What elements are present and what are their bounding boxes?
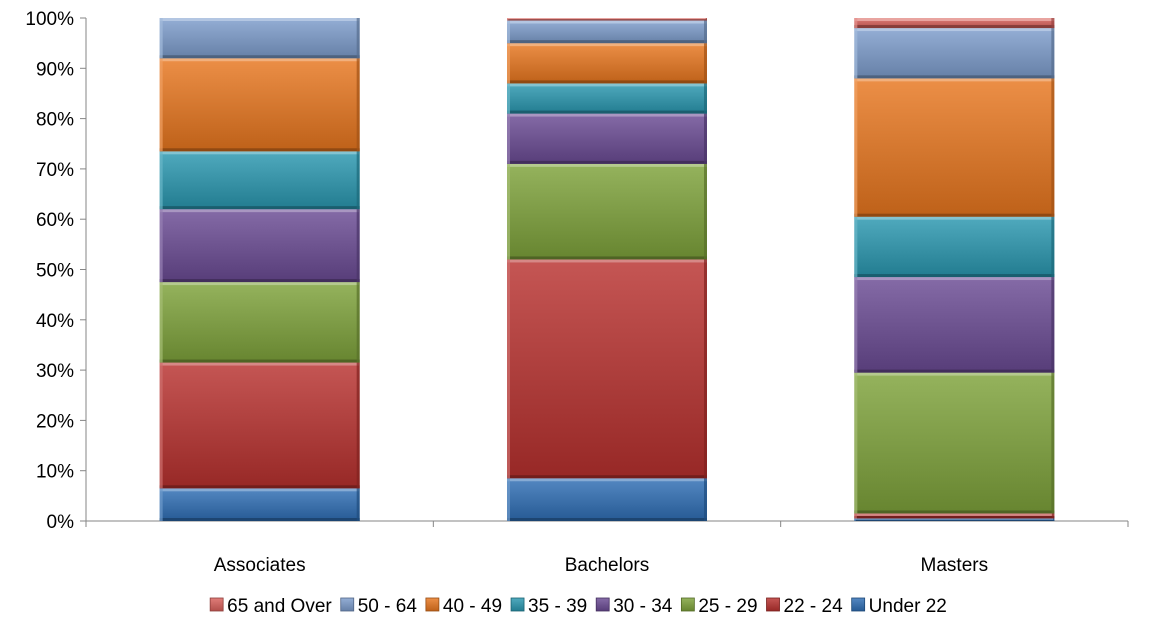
bar-segment-bachelors-25-29 — [507, 163, 707, 260]
y-tick-label: 60% — [36, 210, 74, 231]
bar-segment-associates-40-49 — [159, 58, 360, 152]
bar-segment-masters-25-29 — [854, 372, 1055, 514]
bar-segment-masters-22-24 — [854, 513, 1055, 519]
y-tick-label: 30% — [36, 361, 74, 382]
bar-segment-associates-25-29 — [159, 282, 360, 363]
legend-item-35-39: 35 - 39 — [510, 596, 587, 617]
legend-item-50-64: 50 - 64 — [340, 596, 418, 617]
y-tick-label: 70% — [36, 160, 74, 181]
bar-segment-bachelors-50-64 — [507, 20, 707, 44]
legend-swatch — [510, 597, 525, 612]
bar-segment-associates-under-22 — [159, 488, 360, 521]
legend-label: 35 - 39 — [528, 596, 587, 617]
x-tick-label-bachelors: Bachelors — [565, 555, 650, 576]
bar-segment-bachelors-22-24 — [507, 259, 707, 479]
bar-segment-masters-40-49 — [854, 78, 1055, 217]
bar-segment-associates-22-24 — [159, 362, 360, 489]
bars — [159, 18, 1055, 521]
bar-segment-bachelors-under-22 — [507, 478, 707, 521]
bar-segment-bachelors-30-34 — [507, 113, 707, 164]
bar-segment-associates-35-39 — [159, 151, 360, 210]
y-tick-label: 40% — [36, 311, 74, 332]
bar-segment-masters-35-39 — [854, 216, 1055, 278]
bar-segment-masters-65-and-over — [854, 18, 1055, 29]
y-tick-label: 90% — [36, 59, 74, 80]
x-axis-labels: Associates Bachelors Masters — [214, 555, 988, 576]
bar-segment-associates-30-34 — [159, 209, 360, 283]
legend-item-22-24: 22 - 24 — [766, 596, 844, 617]
x-tick-label-masters: Masters — [921, 555, 989, 576]
legend: 65 and Over 50 - 64 40 - 49 35 - 39 30 - 34 2… — [209, 596, 947, 617]
bar-segment-masters-under-22 — [854, 518, 1055, 521]
y-tick-label: 100% — [25, 9, 74, 30]
y-tick-label: 50% — [36, 261, 74, 282]
y-tick-label: 0% — [47, 512, 75, 533]
bar-segment-associates-50-64 — [159, 18, 360, 59]
legend-label: 50 - 64 — [358, 596, 418, 617]
legend-label: 30 - 34 — [613, 596, 673, 617]
legend-swatch — [851, 597, 866, 612]
legend-swatch — [425, 597, 440, 612]
bar-segment-masters-50-64 — [854, 28, 1055, 79]
bar-segment-bachelors-40-49 — [507, 43, 707, 84]
legend-item-25-29: 25 - 29 — [680, 596, 758, 617]
bar-segment-masters-30-34 — [854, 277, 1055, 373]
legend-swatch — [766, 597, 780, 612]
legend-label: 65 and Over — [227, 596, 332, 617]
legend-item-under-22: Under 22 — [851, 596, 947, 617]
legend-label: 40 - 49 — [443, 596, 502, 617]
legend-label: 25 - 29 — [698, 596, 757, 617]
y-tick-label: 10% — [36, 462, 74, 483]
legend-label: 22 - 24 — [784, 596, 844, 617]
y-tick-label: 80% — [36, 110, 74, 131]
bar-segment-bachelors-65-and-over — [507, 18, 707, 21]
x-tick-label-associates: Associates — [214, 555, 306, 576]
y-tick-label: 20% — [36, 411, 74, 432]
legend-swatch — [209, 597, 224, 612]
legend-item-65-and-over: 65 and Over — [209, 596, 332, 617]
legend-item-40-49: 40 - 49 — [425, 596, 502, 617]
legend-item-30-34: 30 - 34 — [595, 596, 673, 617]
bar-segment-bachelors-35-39 — [507, 83, 707, 114]
legend-swatch — [340, 597, 355, 612]
legend-swatch — [595, 597, 610, 612]
axes: 0% 10% 20% 30% 40% 50% 60% 70% 80% 90% 100% — [25, 9, 1129, 533]
legend-swatch — [680, 597, 695, 612]
legend-label: Under 22 — [869, 596, 947, 617]
